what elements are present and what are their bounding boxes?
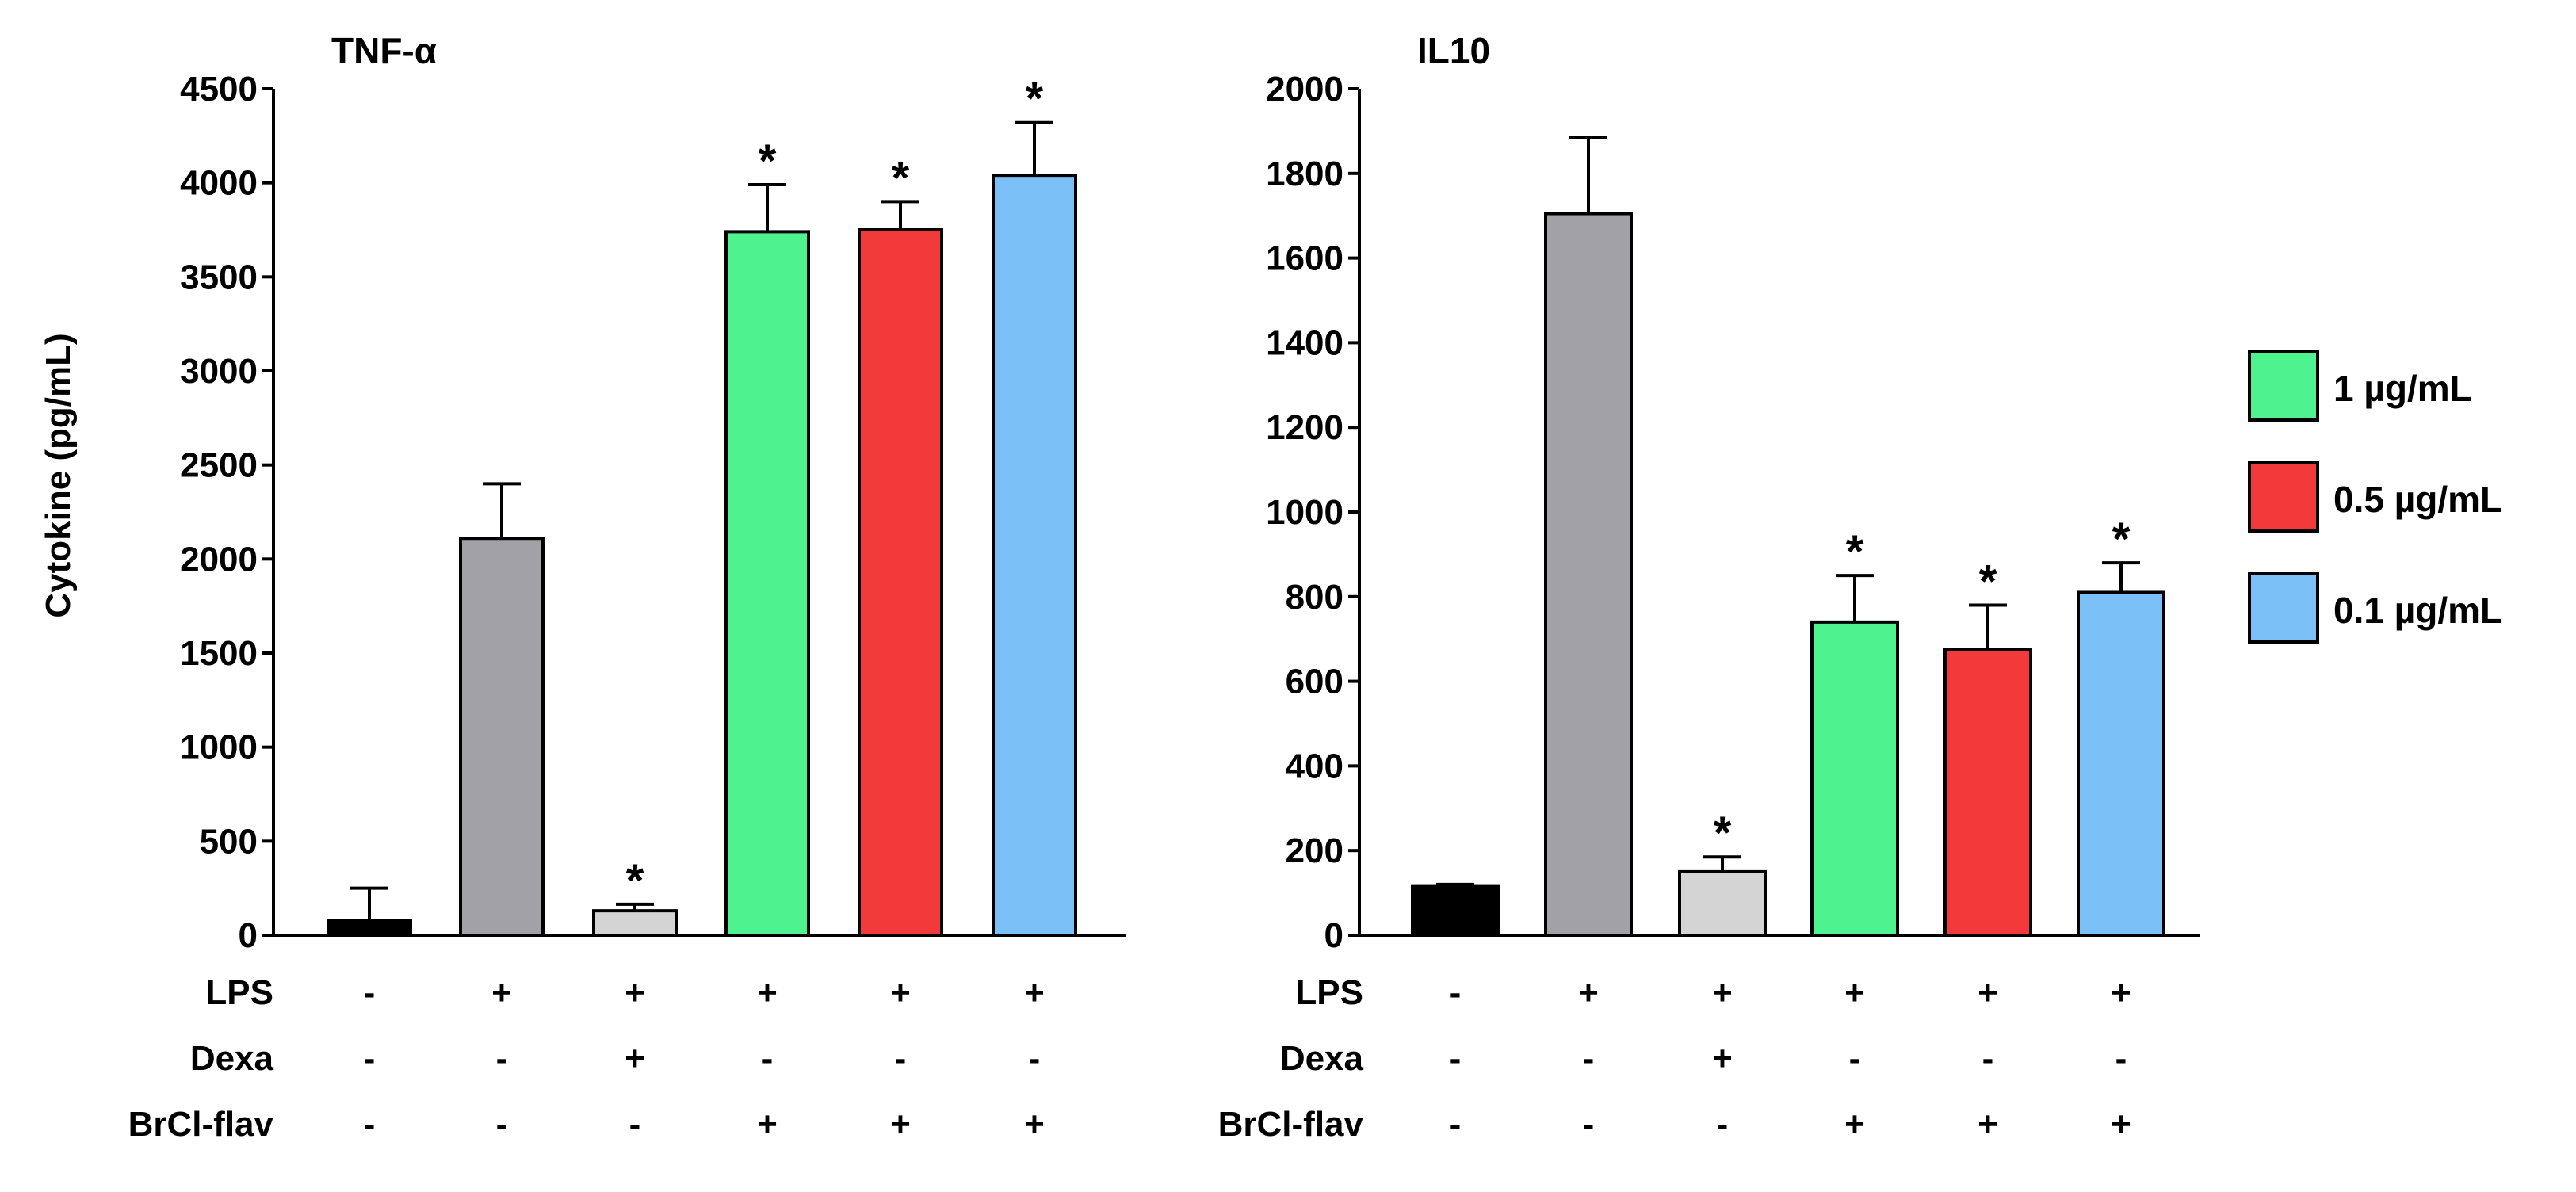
condition-value: +: [1712, 973, 1733, 1012]
legend: 1 µg/mL 0.5 µg/mL 0.1 µg/mL: [2248, 350, 2502, 644]
chart-panel-2: IL10 0 200 400 600 800 1000 1200 1400 1600 1800 200…: [1218, 30, 2200, 1144]
condition-value: +: [757, 973, 778, 1012]
condition-value: +: [1024, 973, 1045, 1012]
legend-swatch: [2248, 572, 2319, 644]
bar-5: [858, 228, 943, 937]
significance-star: *: [1979, 556, 1997, 607]
significance-star: *: [2112, 514, 2131, 565]
condition-value: -: [1982, 1039, 1994, 1078]
bar-4: [724, 230, 810, 937]
condition-value: -: [1583, 1105, 1595, 1144]
legend-label: 1 µg/mL: [2333, 368, 2472, 409]
condition-value: +: [1978, 973, 1998, 1012]
condition-value: +: [1978, 1105, 1998, 1144]
condition-value: -: [629, 1105, 641, 1144]
y-tick-label: 2000: [1266, 70, 1343, 109]
y-tick-label: 1000: [1266, 493, 1343, 532]
y-tick-label: 0: [239, 916, 258, 955]
condition-value: +: [890, 1105, 911, 1144]
bar-3: [592, 909, 678, 937]
condition-value: +: [491, 973, 512, 1012]
y-tick-label: 400: [1286, 747, 1343, 785]
condition-value: -: [1450, 973, 1462, 1012]
y-tick-label: 1500: [180, 634, 258, 673]
y-tick-label: 200: [1286, 831, 1343, 870]
y-tick-label: 0: [1324, 916, 1343, 955]
significance-star: *: [759, 136, 777, 187]
bar-4: [1810, 620, 1899, 938]
bar-6: [992, 174, 1077, 937]
bar-1: [327, 919, 412, 937]
significance-star: *: [1714, 808, 1732, 859]
y-tick-label: 4000: [180, 164, 258, 203]
condition-value: -: [1717, 1105, 1729, 1144]
condition-label-lps: LPS: [205, 973, 273, 1012]
bar-5: [1943, 648, 2032, 937]
bar-2: [1544, 212, 1633, 937]
condition-value: +: [625, 1039, 645, 1078]
y-tick-label: 1200: [1266, 408, 1343, 447]
bar-1: [1411, 884, 1500, 937]
condition-label-lps: LPS: [1295, 973, 1363, 1012]
bar-3: [1678, 869, 1767, 938]
condition-value: -: [762, 1039, 774, 1078]
legend-label: 0.5 µg/mL: [2333, 479, 2502, 520]
y-tick-label: 1000: [180, 728, 258, 767]
condition-value: -: [364, 1039, 376, 1078]
bar-6: [2077, 590, 2165, 938]
condition-value: +: [1844, 1105, 1865, 1144]
condition-value: +: [1024, 1105, 1045, 1144]
bar-2: [459, 537, 545, 938]
legend-swatch: [2248, 350, 2319, 422]
y-tick-label: 600: [1286, 663, 1343, 701]
y-tick-label: 3500: [180, 258, 258, 296]
condition-value: -: [895, 1039, 907, 1078]
y-tick-label: 800: [1286, 578, 1343, 617]
condition-value: -: [1029, 1039, 1041, 1078]
condition-value: +: [2111, 1105, 2131, 1144]
condition-label-brcl-flav: BrCl-flav: [1218, 1105, 1364, 1144]
condition-value: +: [1578, 973, 1599, 1012]
significance-star: *: [892, 152, 910, 204]
y-tick-label: 500: [200, 822, 258, 861]
y-tick-label: 3000: [180, 352, 258, 391]
condition-value: +: [890, 973, 911, 1012]
condition-value: +: [757, 1105, 778, 1144]
chart-panel-1: TNF-α Cytokine (pg/mL) 0 500 1000 1500 2000 250…: [39, 30, 1126, 1144]
condition-value: -: [1583, 1039, 1595, 1078]
y-tick-label: 4500: [180, 70, 258, 109]
significance-star: *: [626, 855, 644, 907]
significance-star: *: [1026, 74, 1044, 125]
y-tick-label: 1400: [1266, 323, 1343, 362]
y-tick-label: 2000: [180, 540, 258, 579]
condition-value: -: [496, 1105, 508, 1144]
condition-value: +: [625, 973, 645, 1012]
chart-title: IL10: [1417, 30, 1490, 71]
condition-value: +: [1712, 1039, 1733, 1078]
condition-value: +: [2111, 973, 2131, 1012]
significance-star: *: [1846, 526, 1864, 578]
condition-value: -: [1849, 1039, 1861, 1078]
condition-value: -: [2115, 1039, 2127, 1078]
condition-value: +: [1844, 973, 1865, 1012]
condition-value: -: [364, 1105, 376, 1144]
legend-label: 0.1 µg/mL: [2333, 590, 2502, 631]
y-tick-label: 2500: [180, 446, 258, 485]
y-tick-label: 1600: [1266, 239, 1343, 278]
condition-value: -: [1450, 1039, 1462, 1078]
condition-label-brcl-flav: BrCl-flav: [128, 1105, 274, 1144]
condition-label-dexa: Dexa: [190, 1039, 274, 1078]
chart-title: TNF-α: [331, 30, 437, 71]
y-axis-label: Cytokine (pg/mL): [39, 333, 78, 617]
legend-swatch: [2248, 461, 2319, 533]
condition-value: -: [1450, 1105, 1462, 1144]
condition-label-dexa: Dexa: [1280, 1039, 1364, 1078]
condition-value: -: [496, 1039, 508, 1078]
condition-value: -: [364, 973, 376, 1012]
y-tick-label: 1800: [1266, 155, 1343, 193]
